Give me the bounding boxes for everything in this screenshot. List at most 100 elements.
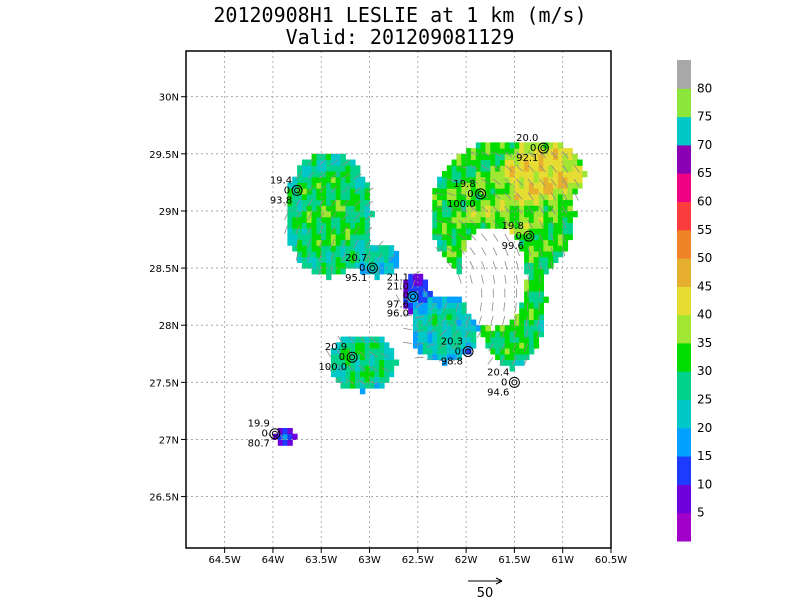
station-label: 97.6 xyxy=(387,300,409,311)
wind-cell xyxy=(451,216,457,223)
wind-cell xyxy=(524,285,530,292)
wind-cell xyxy=(321,153,327,161)
wind-vector xyxy=(504,178,512,186)
wind-cell xyxy=(359,182,366,189)
wind-vector xyxy=(443,302,448,312)
wind-cell xyxy=(432,319,438,326)
wind-cell xyxy=(538,148,544,155)
wind-cell xyxy=(355,188,361,195)
wind-cell xyxy=(514,153,520,161)
wind-cell xyxy=(432,216,438,223)
y-tick-label: 27N xyxy=(159,435,179,446)
wind-cell xyxy=(311,245,317,252)
wind-cell xyxy=(326,262,332,269)
wind-cell xyxy=(446,336,453,343)
wind-cell xyxy=(524,239,530,246)
wind-cell xyxy=(461,325,467,332)
wind-vector xyxy=(550,151,558,159)
wind-cell xyxy=(557,222,564,229)
wind-cell xyxy=(567,176,573,183)
wind-cell xyxy=(340,382,346,389)
wind-cell xyxy=(359,239,366,246)
wind-cell xyxy=(364,239,371,246)
wind-vector xyxy=(365,187,374,194)
wind-cell xyxy=(451,188,457,195)
wind-vector xyxy=(573,192,579,201)
wind-cell xyxy=(562,188,569,195)
wind-cell xyxy=(538,159,544,166)
wind-cell xyxy=(562,171,569,178)
wind-vector xyxy=(376,240,384,248)
wind-cell xyxy=(345,262,351,269)
wind-cell xyxy=(374,273,380,281)
wind-cell xyxy=(292,205,298,212)
wind-cell xyxy=(316,188,322,195)
wind-vector xyxy=(307,171,314,180)
wind-cell xyxy=(485,336,491,343)
wind-cell xyxy=(345,228,351,235)
wind-cell xyxy=(369,370,375,378)
wind-cell xyxy=(456,182,462,189)
wind-cell xyxy=(427,319,433,326)
wind-cell xyxy=(553,222,559,229)
colorbar-label: 25 xyxy=(697,393,712,407)
wind-cell xyxy=(384,250,390,258)
wind-vector xyxy=(481,206,489,213)
station-label: 0 xyxy=(455,346,461,357)
wind-cell xyxy=(499,148,506,155)
wind-cell xyxy=(495,153,501,161)
wind-cell xyxy=(374,256,380,263)
wind-cell xyxy=(306,262,313,269)
wind-cell xyxy=(562,211,569,218)
wind-cell xyxy=(543,199,549,206)
wind-vector xyxy=(458,206,467,212)
wind-vector xyxy=(450,356,459,363)
station-label: 95.1 xyxy=(345,273,367,284)
wind-cell xyxy=(437,325,443,332)
wind-cell xyxy=(509,193,515,201)
wind-vector xyxy=(488,343,494,352)
wind-cell xyxy=(543,193,549,201)
wind-vector xyxy=(348,335,355,344)
wind-cell xyxy=(301,250,308,258)
station-label: 0 xyxy=(284,185,290,196)
wind-cell xyxy=(345,365,351,372)
wind-vector xyxy=(504,274,507,284)
wind-vector xyxy=(515,261,519,271)
wind-cell xyxy=(577,171,583,178)
wind-cell xyxy=(350,348,356,355)
wind-cell xyxy=(456,336,462,343)
wind-cell xyxy=(330,359,337,366)
wind-cell xyxy=(514,193,520,201)
y-tick-label: 28.5N xyxy=(149,264,179,275)
wind-cell xyxy=(567,228,573,235)
station-label: 20.3 xyxy=(441,336,463,347)
wind-vector xyxy=(469,274,473,284)
wind-cell xyxy=(355,228,361,235)
wind-cell xyxy=(451,199,457,206)
wind-vector xyxy=(573,178,580,187)
colorbar-label: 20 xyxy=(697,421,712,435)
wind-vector xyxy=(516,178,523,186)
wind-cell xyxy=(553,239,559,246)
wind-cell xyxy=(533,142,540,149)
wind-cell xyxy=(311,171,317,178)
wind-vector xyxy=(527,164,535,173)
wind-cell xyxy=(514,171,520,178)
wind-vector xyxy=(365,252,370,262)
station-label: 93.8 xyxy=(270,195,292,206)
wind-cell xyxy=(326,239,332,246)
wind-cell xyxy=(408,296,414,303)
wind-cell xyxy=(432,188,438,195)
wind-vector xyxy=(516,151,524,158)
wind-cell xyxy=(330,171,337,178)
wind-vector xyxy=(550,206,556,215)
wind-cell xyxy=(499,142,506,149)
wind-cell xyxy=(538,216,544,223)
wind-cell xyxy=(446,342,453,349)
wind-cell xyxy=(417,330,424,338)
wind-cell xyxy=(422,296,428,303)
wind-cell xyxy=(306,228,313,235)
wind-vector xyxy=(342,226,348,235)
